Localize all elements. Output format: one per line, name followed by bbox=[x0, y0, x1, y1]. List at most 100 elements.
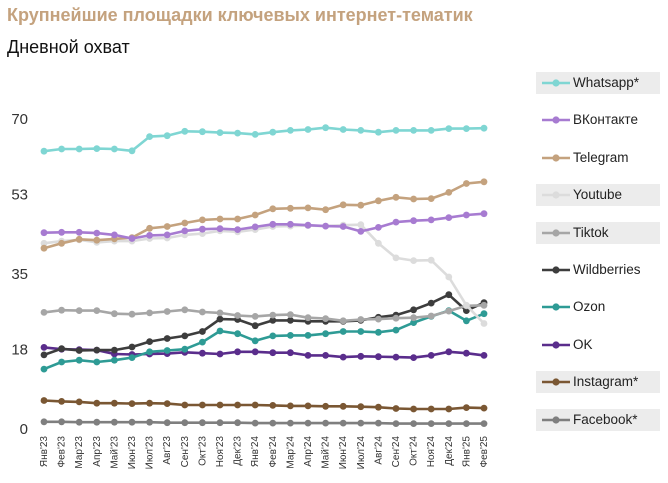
series-ok bbox=[40, 344, 488, 361]
data-point bbox=[445, 348, 453, 356]
data-point bbox=[339, 328, 347, 335]
data-point bbox=[392, 193, 400, 201]
data-point bbox=[163, 223, 171, 230]
legend-swatch bbox=[542, 228, 570, 237]
data-point bbox=[40, 397, 48, 404]
data-point bbox=[251, 348, 259, 356]
data-point bbox=[216, 401, 224, 409]
data-point bbox=[199, 338, 206, 346]
data-point bbox=[199, 401, 206, 409]
data-point bbox=[75, 347, 83, 354]
x-tick-label: Фев'24 bbox=[268, 436, 279, 468]
data-point bbox=[304, 221, 312, 229]
x-tick-label: Авг'24 bbox=[373, 436, 384, 465]
data-point bbox=[58, 345, 65, 353]
data-point bbox=[322, 402, 329, 410]
data-point bbox=[199, 216, 206, 224]
data-point bbox=[287, 220, 294, 228]
data-point bbox=[410, 354, 417, 361]
data-point bbox=[375, 197, 382, 205]
data-point bbox=[322, 124, 329, 132]
data-point bbox=[463, 301, 470, 309]
data-point bbox=[304, 402, 312, 410]
data-point bbox=[357, 316, 365, 323]
series-telegram bbox=[40, 178, 488, 252]
data-point bbox=[40, 344, 48, 351]
data-point bbox=[40, 239, 48, 247]
data-point bbox=[93, 346, 101, 354]
x-tick-label: Апр'24 bbox=[303, 436, 314, 467]
data-point bbox=[40, 365, 48, 373]
data-point bbox=[216, 327, 224, 335]
legend-swatch bbox=[542, 191, 570, 199]
data-point bbox=[269, 311, 277, 319]
data-point bbox=[216, 225, 224, 233]
data-point bbox=[287, 204, 294, 212]
data-point bbox=[58, 306, 65, 314]
data-point bbox=[375, 419, 382, 427]
chart-legend: Whatsapp* ВКонтакте Telegram Youtube Tiktok W… bbox=[536, 72, 660, 446]
data-point bbox=[163, 231, 171, 239]
data-point bbox=[128, 235, 136, 242]
legend-swatch-marker bbox=[552, 415, 560, 424]
data-point bbox=[146, 348, 154, 356]
data-point bbox=[93, 358, 101, 366]
data-point bbox=[199, 349, 206, 357]
data-point bbox=[445, 214, 453, 222]
data-point bbox=[234, 215, 242, 223]
data-point bbox=[199, 308, 206, 316]
data-point bbox=[322, 222, 329, 230]
data-point bbox=[445, 291, 453, 299]
x-tick-label: Май'24 bbox=[321, 436, 332, 469]
data-point bbox=[304, 332, 312, 339]
x-tick-label: Май'23 bbox=[109, 436, 120, 469]
data-point bbox=[199, 225, 206, 233]
data-point bbox=[357, 201, 365, 209]
data-point bbox=[181, 345, 189, 353]
data-point bbox=[480, 320, 488, 327]
data-point bbox=[463, 180, 470, 187]
data-point bbox=[199, 328, 206, 335]
data-point bbox=[128, 418, 136, 426]
data-point bbox=[339, 201, 347, 209]
x-tick-label: Ноя'24 bbox=[426, 436, 437, 468]
data-point bbox=[146, 133, 154, 141]
x-tick-label: Окт'23 bbox=[197, 436, 208, 466]
data-point bbox=[322, 206, 329, 214]
legend-item: Wildberries bbox=[536, 259, 660, 281]
legend-swatch bbox=[542, 79, 570, 87]
data-point bbox=[234, 129, 242, 137]
data-point bbox=[58, 358, 65, 366]
legend-swatch-marker bbox=[552, 79, 560, 87]
data-point bbox=[93, 307, 101, 314]
data-point bbox=[234, 348, 242, 356]
chart-title: Крупнейшие площадки ключевых интернет-те… bbox=[7, 5, 473, 25]
data-point bbox=[75, 356, 83, 364]
legend-swatch bbox=[542, 415, 570, 424]
data-point bbox=[199, 128, 206, 136]
data-point bbox=[287, 332, 294, 339]
legend-swatch-marker bbox=[552, 341, 560, 349]
data-point bbox=[58, 228, 65, 236]
x-tick-label: Июн'23 bbox=[127, 436, 138, 470]
data-point bbox=[234, 401, 242, 409]
data-point bbox=[463, 404, 470, 411]
data-point bbox=[392, 326, 400, 334]
y-tick-label: 35 bbox=[11, 266, 28, 283]
data-point bbox=[287, 311, 294, 318]
data-point bbox=[75, 307, 83, 314]
series-line bbox=[43, 126, 485, 153]
legend-item: ВКонтакте bbox=[536, 109, 660, 131]
data-point bbox=[40, 244, 48, 252]
data-point bbox=[40, 418, 48, 426]
data-point bbox=[427, 420, 435, 427]
series-line bbox=[43, 212, 485, 240]
data-point bbox=[427, 312, 435, 320]
legend-swatch bbox=[542, 303, 570, 311]
x-tick-label: Янв'24 bbox=[250, 436, 261, 468]
data-point bbox=[480, 124, 488, 132]
y-tick-label: 70 bbox=[11, 111, 28, 128]
data-point bbox=[269, 128, 277, 136]
data-point bbox=[234, 226, 242, 234]
legend-swatch bbox=[542, 266, 570, 274]
